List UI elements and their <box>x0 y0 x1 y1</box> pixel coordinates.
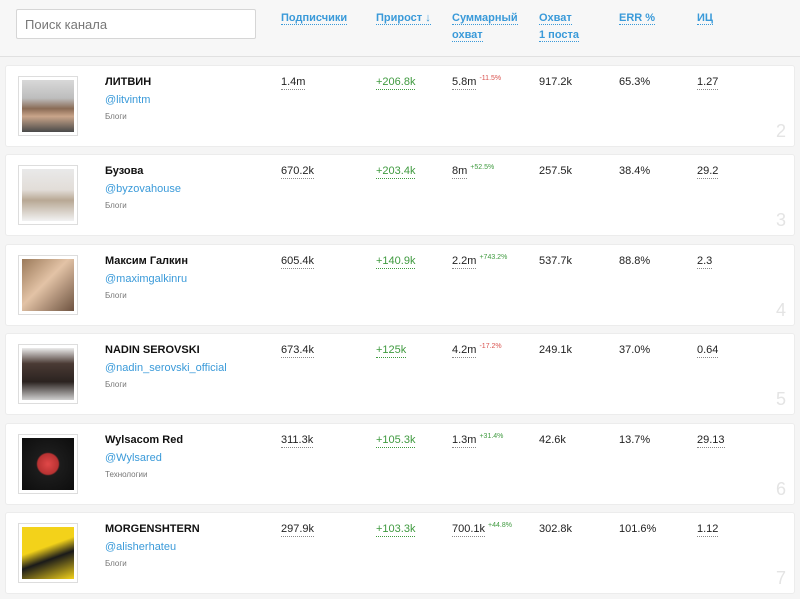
column-err[interactable]: ERR % <box>619 12 656 25</box>
avatar[interactable] <box>18 255 78 315</box>
channel-category: Блоги <box>105 291 127 300</box>
channel-name[interactable]: NADIN SEROVSKI <box>105 344 200 356</box>
growth-value: +203.4k <box>376 165 416 179</box>
channel-category: Блоги <box>105 201 127 210</box>
subscribers-value: 605.4k <box>281 255 315 269</box>
column-ic[interactable]: ИЦ <box>697 12 713 25</box>
reach-delta: +44.8% <box>488 522 512 529</box>
subscribers-value: 297.9k <box>281 523 315 537</box>
channel-handle[interactable]: @alisherhateu <box>105 541 177 553</box>
channel-name[interactable]: ЛИТВИН <box>105 76 152 88</box>
column-growth[interactable]: Прирост ↓ <box>376 12 431 25</box>
reach-per-post-value: 257.5k <box>539 165 573 177</box>
table-row[interactable]: Wylsacom Red @Wylsared Технологии 311.3k… <box>6 424 794 504</box>
reach-delta: -11.5% <box>479 75 502 82</box>
channel-handle[interactable]: @maximgalkinru <box>105 273 188 285</box>
channel-handle[interactable]: @byzovahouse <box>105 183 181 195</box>
rank-number: 5 <box>775 389 786 409</box>
avatar[interactable] <box>18 434 78 494</box>
reach-per-post-value: 249.1k <box>539 344 573 356</box>
subscribers-value: 673.4k <box>281 344 315 358</box>
subscribers-value: 311.3k <box>281 434 314 448</box>
table-row[interactable]: Максим Галкин @maximgalkinru Блоги 605.4… <box>6 245 794 325</box>
channel-category: Блоги <box>105 112 127 121</box>
err-value: 101.6% <box>619 523 657 535</box>
ic-value: 2.3 <box>697 255 713 269</box>
channel-photo <box>22 80 74 132</box>
reach-total-value: 1.3m +31.4% <box>452 433 504 448</box>
channel-handle[interactable]: @litvintm <box>105 94 151 106</box>
ic-value: 1.27 <box>697 76 719 90</box>
subscribers-value: 670.2k <box>281 165 315 179</box>
reach-per-post-value: 302.8k <box>539 523 573 535</box>
channel-photo <box>22 259 74 311</box>
reach-per-post-value: 537.7k <box>539 255 573 267</box>
channel-name[interactable]: Максим Галкин <box>105 255 188 267</box>
err-value: 13.7% <box>619 434 651 446</box>
column-reach-per-post[interactable]: Охват 1 поста <box>539 12 580 42</box>
growth-value: +103.3k <box>376 523 416 537</box>
column-subscribers[interactable]: Подписчики <box>281 12 348 25</box>
reach-delta: +31.4% <box>479 433 504 440</box>
err-value: 38.4% <box>619 165 651 177</box>
reach-per-post-value: 917.2k <box>539 76 573 88</box>
reach-total-value: 4.2m -17.2% <box>452 343 502 358</box>
channel-handle[interactable]: @nadin_serovski_official <box>105 362 227 374</box>
avatar[interactable] <box>18 344 78 404</box>
ic-value: 1.12 <box>697 523 719 537</box>
reach-total-value: 700.1k +44.8% <box>452 522 512 537</box>
rank-number: 6 <box>775 479 786 499</box>
avatar[interactable] <box>18 165 78 225</box>
growth-value: +140.9k <box>376 255 416 269</box>
err-value: 65.3% <box>619 76 651 88</box>
channel-name[interactable]: Бузова <box>105 165 144 177</box>
table-row[interactable]: MORGENSHTERN @alisherhateu Блоги 297.9k … <box>6 513 794 593</box>
channel-category: Блоги <box>105 380 127 389</box>
rank-number: 3 <box>775 210 786 230</box>
reach-total-value: 5.8m -11.5% <box>452 75 502 90</box>
reach-total-value: 2.2m +743.2% <box>452 254 508 269</box>
growth-value: +206.8k <box>376 76 416 90</box>
err-value: 88.8% <box>619 255 651 267</box>
rank-number: 7 <box>775 568 786 588</box>
channel-photo <box>22 169 74 221</box>
channel-photo <box>22 527 74 579</box>
table-row[interactable]: NADIN SEROVSKI @nadin_serovski_official … <box>6 334 794 414</box>
search-input[interactable] <box>16 9 256 39</box>
table-row[interactable]: ЛИТВИН @litvintm Блоги 1.4m +206.8k 5.8m… <box>6 66 794 146</box>
channel-category: Блоги <box>105 559 127 568</box>
rank-number: 4 <box>775 300 786 320</box>
column-reach-total[interactable]: Суммарный охват <box>452 12 518 42</box>
table-row[interactable]: Бузова @byzovahouse Блоги 670.2k +203.4k… <box>6 155 794 235</box>
channel-category: Технологии <box>105 470 148 479</box>
channel-photo <box>22 348 74 400</box>
growth-value: +105.3k <box>376 434 416 448</box>
channel-name[interactable]: Wylsacom Red <box>105 434 184 446</box>
reach-total-value: 8m +52.5% <box>452 164 495 179</box>
channel-handle[interactable]: @Wylsared <box>105 452 162 464</box>
reach-delta: +52.5% <box>470 164 495 171</box>
rank-number: 2 <box>775 121 786 141</box>
reach-delta: -17.2% <box>479 343 502 350</box>
avatar[interactable] <box>18 523 78 583</box>
ic-value: 29.13 <box>697 434 725 448</box>
growth-value: +125k <box>376 344 407 358</box>
channel-name[interactable]: MORGENSHTERN <box>105 523 200 535</box>
ic-value: 29.2 <box>697 165 719 179</box>
ic-value: 0.64 <box>697 344 719 358</box>
err-value: 37.0% <box>619 344 651 356</box>
subscribers-value: 1.4m <box>281 76 306 90</box>
reach-delta: +743.2% <box>479 254 508 261</box>
channel-photo <box>22 438 74 490</box>
avatar[interactable] <box>18 76 78 136</box>
reach-per-post-value: 42.6k <box>539 434 566 446</box>
